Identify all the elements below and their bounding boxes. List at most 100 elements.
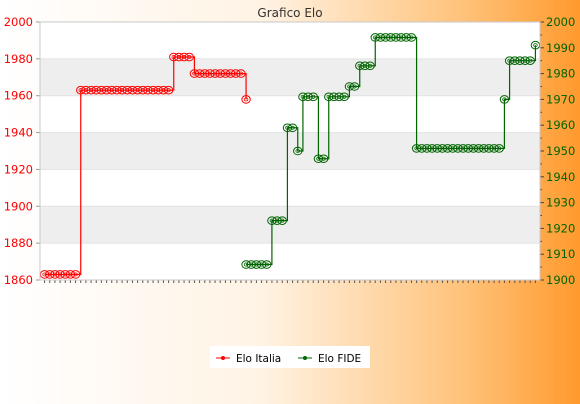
data-point xyxy=(339,92,349,102)
data-point-inner xyxy=(280,218,285,223)
data-point xyxy=(427,144,437,153)
data-point-inner xyxy=(424,146,430,151)
data-point xyxy=(437,144,448,153)
data-point-inner xyxy=(125,88,130,93)
data-point xyxy=(324,92,334,102)
data-point-inner xyxy=(481,146,486,151)
data-point xyxy=(468,144,479,153)
data-point-inner xyxy=(398,35,404,40)
data-point-inner xyxy=(218,71,223,76)
data-point-inner xyxy=(228,71,233,76)
data-point-inner xyxy=(156,88,161,93)
data-point-inner xyxy=(352,84,357,89)
data-point xyxy=(370,33,380,42)
data-point-inner xyxy=(331,94,337,99)
data-point xyxy=(417,144,427,153)
data-point xyxy=(91,85,101,95)
data-point xyxy=(448,144,458,153)
data-point xyxy=(70,270,81,279)
data-point xyxy=(318,154,329,164)
data-point-inner xyxy=(388,35,393,40)
data-point xyxy=(60,270,70,279)
data-point xyxy=(442,144,453,153)
data-point-inner xyxy=(238,71,244,76)
data-point xyxy=(489,144,499,153)
data-point-inner xyxy=(409,35,414,40)
data-point xyxy=(65,270,76,279)
data-point xyxy=(329,92,339,102)
data-point xyxy=(148,85,158,95)
data-point-inner xyxy=(383,35,388,40)
left-y-tick-label: 1980 xyxy=(4,52,33,66)
data-point xyxy=(194,69,205,78)
data-point xyxy=(179,52,189,62)
data-point xyxy=(96,85,107,95)
data-point xyxy=(122,85,132,95)
right-y-tick-label: 1950 xyxy=(546,144,575,158)
data-point-inner xyxy=(290,125,295,130)
data-point xyxy=(241,95,251,104)
data-point-inner xyxy=(466,146,471,151)
data-point-inner xyxy=(83,88,89,93)
data-point-inner xyxy=(285,125,290,130)
data-point xyxy=(215,69,225,78)
data-point xyxy=(81,85,91,95)
data-point-inner xyxy=(78,88,83,93)
data-point xyxy=(386,33,396,42)
data-point xyxy=(515,56,525,66)
data-point xyxy=(282,123,293,133)
data-point-inner xyxy=(166,88,171,93)
data-point-inner xyxy=(181,55,187,60)
legend-box xyxy=(210,346,370,368)
data-point xyxy=(334,92,344,102)
data-point-inner xyxy=(269,218,275,223)
data-point xyxy=(86,85,96,95)
data-point xyxy=(262,260,272,269)
data-point xyxy=(184,52,194,62)
data-point-inner xyxy=(202,71,207,76)
right-y-tick-label: 2000 xyxy=(546,15,575,29)
data-point xyxy=(163,85,174,95)
data-point xyxy=(132,85,143,95)
data-point-inner xyxy=(316,156,321,161)
data-point-inner xyxy=(249,262,254,267)
data-point xyxy=(520,56,530,66)
data-point xyxy=(277,216,287,225)
data-point xyxy=(349,82,360,91)
right-y-tick-label: 1960 xyxy=(546,118,575,132)
right-y-tick-label: 1970 xyxy=(546,92,575,106)
data-point-inner xyxy=(528,58,533,63)
data-point-inner xyxy=(491,146,497,151)
data-point-inner xyxy=(207,71,213,76)
data-point-inner xyxy=(192,71,197,76)
data-point-inner xyxy=(455,146,461,151)
grid-band xyxy=(40,132,540,170)
data-point xyxy=(365,61,375,71)
data-point xyxy=(76,85,86,95)
data-point-inner xyxy=(321,156,326,161)
data-point xyxy=(380,33,391,42)
right-y-tick-label: 1900 xyxy=(546,273,575,287)
data-point-inner xyxy=(94,88,99,93)
data-point xyxy=(298,92,308,102)
right-axis: 1900 1910 1920 1930 1940 1950 1960 1970 1980 1990… xyxy=(540,15,575,287)
data-point-inner xyxy=(512,58,517,63)
legend-marker-italia xyxy=(221,356,225,360)
data-point xyxy=(101,85,112,95)
data-point xyxy=(479,144,489,153)
data-point-inner xyxy=(114,88,120,93)
data-point-inner xyxy=(342,94,347,99)
data-point-inner xyxy=(429,146,435,151)
data-point xyxy=(272,216,282,225)
data-point xyxy=(210,69,220,78)
data-point-inner xyxy=(88,88,94,93)
data-point-inner xyxy=(295,148,300,153)
data-point-inner xyxy=(197,71,202,76)
left-y-tick-label: 1940 xyxy=(4,126,33,140)
data-point xyxy=(200,69,210,78)
grid-band xyxy=(40,206,540,244)
data-point-inner xyxy=(497,146,502,151)
left-y-tick-label: 1860 xyxy=(4,273,33,287)
data-point-inner xyxy=(42,272,47,277)
